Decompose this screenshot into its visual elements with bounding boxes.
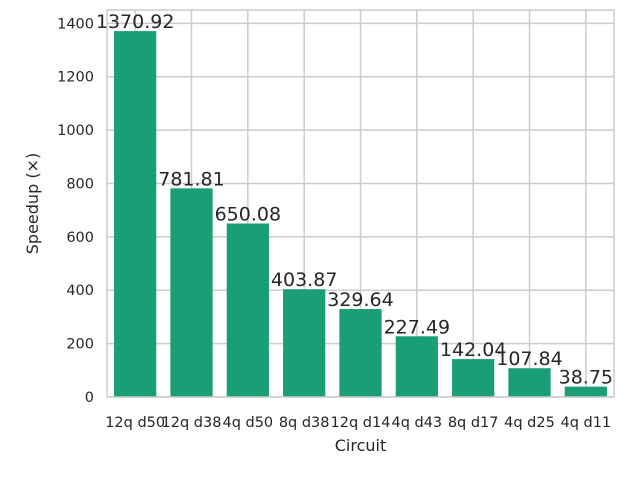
bar-value-label: 403.87: [271, 269, 337, 291]
bar: [283, 289, 326, 397]
x-tick-label: 4q d25: [504, 415, 555, 431]
y-tick-label: 800: [66, 176, 94, 192]
bar: [508, 368, 551, 397]
x-tick-label: 12q d14: [331, 415, 391, 431]
y-tick-label: 400: [66, 283, 94, 299]
x-axis-title: Circuit: [335, 436, 387, 455]
bar-value-label: 107.84: [496, 348, 562, 370]
y-tick-labels: 0 200 400 600 800 1000 1200 1400: [57, 16, 94, 406]
bar-value-label: 329.64: [327, 289, 393, 311]
x-tick-label: 4q d11: [560, 415, 611, 431]
bar-value-label: 142.04: [440, 339, 506, 361]
bar-value-label: 1370.92: [96, 11, 175, 33]
bar-value-label: 227.49: [384, 316, 450, 338]
x-tick-label: 8q d17: [448, 415, 499, 431]
x-tick-label: 12q d50: [105, 415, 165, 431]
plot-frame: [106, 9, 615, 398]
bar-value-label: 650.08: [215, 203, 281, 225]
bar: [395, 336, 438, 397]
x-tick-label: 4q d43: [391, 415, 442, 431]
bar: [564, 386, 607, 397]
y-tick-label: 600: [66, 230, 94, 246]
y-tick-label: 0: [85, 390, 94, 406]
x-tick-label: 4q d50: [222, 415, 273, 431]
bars: [114, 31, 607, 398]
bar: [339, 309, 382, 397]
bar: [226, 223, 269, 397]
x-tick-label: 8q d38: [279, 415, 330, 431]
bar: [452, 359, 495, 397]
y-tick-label: 1200: [57, 70, 94, 86]
bar-value-label: 38.75: [559, 367, 613, 389]
y-tick-label: 1400: [57, 16, 94, 32]
x-tick-label: 12q d38: [162, 415, 222, 431]
y-axis-title: Speedup (×): [23, 153, 42, 254]
bar: [170, 188, 213, 397]
bar-value-label: 781.81: [158, 168, 224, 190]
y-tick-label: 1000: [57, 123, 94, 139]
y-tick-label: 200: [66, 337, 94, 353]
bar: [114, 31, 157, 398]
